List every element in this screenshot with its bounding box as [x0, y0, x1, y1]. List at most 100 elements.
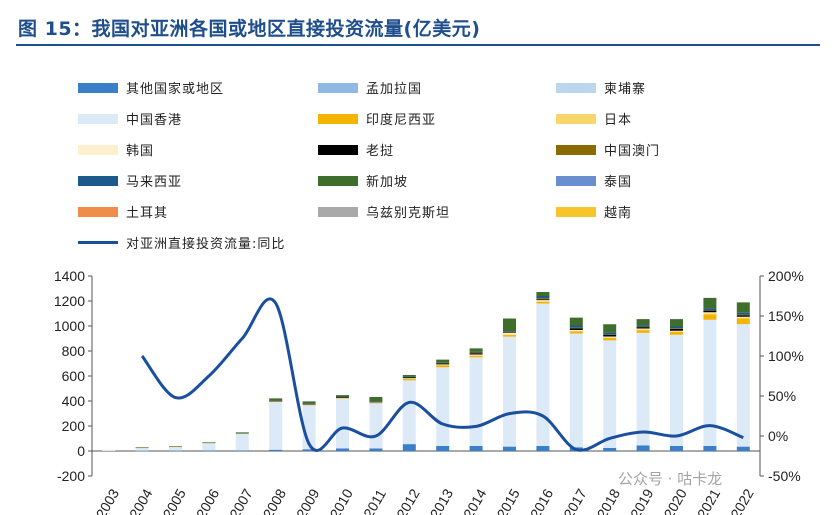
bar-segment: [603, 324, 617, 333]
bar-segment: [436, 364, 450, 366]
legend-label: 马来西亚: [126, 175, 183, 190]
legend-label: 新加坡: [366, 175, 409, 190]
bar-segment: [336, 397, 349, 398]
x-tick-label: 2007: [226, 486, 256, 515]
bar-segment: [703, 314, 717, 320]
x-tick-label: 2011: [360, 486, 389, 515]
y-right-tick-label: 0%: [768, 428, 788, 444]
bar-segment: [436, 364, 450, 365]
x-tick-label: 2019: [627, 486, 657, 515]
y-left-tick-label: 0: [77, 443, 85, 459]
bar-segment: [169, 446, 182, 451]
x-tick-label: 2013: [427, 486, 457, 515]
bar-segment: [569, 333, 583, 448]
x-tick-label: 2005: [159, 486, 189, 515]
y-right-tick-label: -50%: [768, 468, 801, 484]
bar-segment: [402, 378, 416, 381]
bar-segment: [536, 296, 550, 299]
bar-segment: [436, 363, 450, 365]
legend-swatch: [318, 144, 358, 155]
bar-segment: [636, 326, 650, 328]
bar-segment: [603, 337, 617, 338]
bar-segment: [703, 319, 717, 446]
bar-segment: [536, 301, 550, 304]
bar-segment: [569, 317, 583, 326]
bar-segment: [369, 403, 383, 449]
legend-item: 马来西亚: [78, 171, 182, 190]
bar-segment: [703, 297, 717, 309]
legend-item: 对亚洲直接投资流量:同比: [78, 233, 285, 252]
bar-segment: [569, 328, 583, 330]
bar-segment: [536, 301, 550, 302]
figure-title: 图 15：我国对亚洲各国或地区直接投资流量(亿美元): [18, 18, 481, 40]
legend: 其他国家或地区 孟加拉国 柬埔寨 中国香港 印度尼西亚 日本 韩国 老挝 中国澳门 马来西亚 新加坡…: [78, 78, 660, 252]
legend-item: 乌兹别克斯坦: [318, 202, 450, 221]
bar-segment: [469, 348, 483, 352]
y-left-tick-label: 200: [62, 418, 86, 434]
bar-segment: [269, 401, 283, 450]
legend-item: 中国香港: [78, 109, 182, 128]
yoy-growth-line: [140, 297, 744, 453]
x-tick-label: 2006: [193, 486, 223, 515]
bar-segment: [736, 446, 750, 451]
bar-segment: [402, 375, 416, 377]
bar-segment: [469, 355, 483, 358]
legend-label: 中国澳门: [604, 144, 661, 159]
x-tick-label: 2017: [560, 486, 590, 515]
y-left-tick-label: 1400: [54, 268, 85, 284]
title-rule: [16, 44, 820, 46]
bar-segment: [736, 314, 750, 316]
x-tick-label: 2010: [326, 486, 356, 515]
bar-segment: [336, 448, 349, 451]
bar-segment: [202, 442, 216, 443]
bar-segment: [302, 403, 316, 404]
bar-segment: [503, 336, 516, 447]
bar-segment: [369, 401, 383, 403]
legend-label: 乌兹别克斯坦: [366, 206, 451, 221]
x-tick-label: 2021: [694, 486, 724, 515]
bar-segment: [135, 450, 149, 452]
y-right-tick-label: 200%: [768, 268, 804, 284]
bar-segment: [469, 352, 483, 354]
bar-segment: [670, 328, 683, 329]
bar-segment: [736, 318, 750, 325]
bar-segment: [369, 402, 383, 403]
legend-item: 中国澳门: [556, 140, 660, 159]
bar-segment: [302, 403, 316, 405]
bar-segment: [536, 303, 550, 446]
bar-segment: [369, 448, 383, 451]
y-left-tick-label: 1200: [54, 293, 85, 309]
bar-segment: [269, 398, 283, 401]
bar-segment: [503, 334, 516, 336]
bar-segment: [603, 447, 617, 451]
legend-item: 孟加拉国: [318, 78, 422, 97]
bar-segment: [536, 299, 550, 301]
bar-segment: [736, 316, 750, 318]
bar-segment: [603, 334, 617, 335]
bar-segment: [736, 315, 750, 317]
legend-swatch: [556, 206, 596, 217]
legend-label: 土耳其: [126, 206, 169, 221]
bar-segment: [636, 329, 650, 331]
bar-segment: [369, 401, 383, 402]
bar-segment: [636, 332, 650, 446]
bar-segment: [235, 433, 249, 451]
bar-segment: [436, 362, 450, 364]
bar-segment: [736, 324, 750, 447]
bar-segment: [235, 432, 249, 433]
y-left-tick-label: 800: [62, 343, 86, 359]
bar-segment: [102, 449, 116, 451]
x-tick-label: 2008: [260, 486, 290, 515]
bar-segment: [436, 367, 450, 446]
legend-item: 柬埔寨: [556, 78, 646, 97]
bar-segment: [503, 331, 516, 332]
y-left-tick-label: -200: [57, 468, 85, 484]
legend-label: 对亚洲直接投资流量:同比: [126, 237, 286, 252]
legend-swatch: [556, 144, 596, 155]
legend-swatch: [556, 175, 596, 186]
bar-segment: [269, 400, 283, 401]
bar-segment: [202, 443, 216, 451]
bar-segment: [603, 338, 617, 341]
bar-segment: [402, 444, 416, 451]
legend-label: 中国香港: [126, 113, 183, 128]
